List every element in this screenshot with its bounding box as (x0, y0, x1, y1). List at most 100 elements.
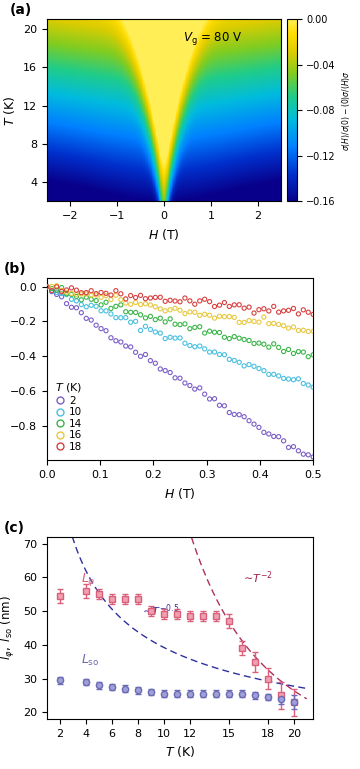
Point (143, 348, 148, 361)
Point (192, 306, 198, 318)
Point (296, 325, 301, 337)
Point (301, 304, 306, 316)
Text: $L_\mathrm{so}$: $L_\mathrm{so}$ (81, 654, 100, 668)
Point (301, 346, 306, 358)
Point (108, 331, 114, 344)
Point (148, 292, 153, 305)
Point (113, 289, 119, 301)
Point (73, 290, 79, 302)
Point (118, 311, 124, 324)
Point (187, 306, 193, 318)
Point (167, 313, 173, 325)
Point (84, 291, 89, 303)
Point (73, 295, 79, 307)
Point (172, 332, 178, 345)
X-axis label: $H$ (T): $H$ (T) (164, 485, 196, 501)
Point (236, 316, 242, 328)
Point (197, 309, 203, 321)
Point (285, 441, 291, 454)
Point (271, 317, 276, 329)
Point (152, 314, 158, 326)
Point (148, 299, 153, 311)
Point (113, 335, 119, 347)
Point (192, 341, 198, 353)
Point (182, 292, 188, 305)
Point (285, 305, 291, 317)
Point (177, 372, 183, 384)
Point (138, 289, 143, 301)
Point (187, 295, 193, 307)
Point (197, 321, 203, 333)
Text: $\sim\!T^{-0.5}$: $\sim\!T^{-0.5}$ (140, 602, 180, 618)
Point (221, 348, 227, 361)
Point (207, 309, 212, 321)
Point (187, 339, 193, 351)
Point (59, 281, 64, 294)
Point (291, 441, 296, 453)
Point (231, 355, 237, 367)
Point (172, 318, 178, 331)
Point (221, 400, 227, 412)
Point (108, 289, 114, 301)
Point (251, 307, 257, 319)
Point (212, 346, 217, 358)
Point (177, 295, 183, 308)
Point (226, 406, 232, 418)
Point (207, 325, 212, 338)
Point (202, 327, 208, 339)
Point (177, 304, 183, 316)
Point (143, 292, 148, 305)
Point (285, 322, 291, 335)
Point (241, 302, 247, 315)
Point (152, 301, 158, 313)
Point (118, 294, 124, 306)
Point (217, 299, 222, 311)
Point (197, 381, 203, 394)
Point (64, 298, 69, 310)
Point (157, 363, 163, 375)
Point (241, 333, 247, 345)
Point (246, 335, 252, 347)
Point (123, 305, 129, 318)
Point (202, 293, 208, 305)
Point (182, 308, 188, 320)
Point (281, 345, 287, 358)
Point (202, 308, 208, 321)
Point (54, 288, 59, 301)
Point (64, 288, 69, 300)
Point (49, 282, 55, 295)
Point (192, 298, 198, 311)
Point (157, 312, 163, 325)
Point (133, 306, 139, 318)
Point (296, 444, 301, 457)
Point (207, 346, 212, 358)
Point (59, 285, 64, 297)
Point (162, 365, 168, 377)
Point (296, 308, 301, 320)
Point (212, 392, 217, 404)
Point (148, 355, 153, 367)
Point (305, 306, 311, 318)
Point (162, 316, 168, 328)
Point (54, 280, 59, 292)
Point (226, 353, 232, 365)
Point (310, 325, 316, 338)
Point (305, 448, 311, 461)
Y-axis label: $\sigma(H)/\sigma(0)-(0)\sigma/(H)\sigma$: $\sigma(H)/\sigma(0)-(0)\sigma/(H)\sigma… (340, 70, 352, 151)
Point (148, 323, 153, 335)
Point (310, 381, 316, 394)
Point (231, 298, 237, 311)
Point (84, 301, 89, 313)
Point (177, 331, 183, 344)
Point (276, 306, 282, 318)
Point (138, 350, 143, 362)
Point (93, 295, 99, 307)
Point (103, 287, 109, 299)
Point (310, 348, 316, 361)
Point (64, 286, 69, 298)
Point (133, 291, 139, 304)
Point (49, 281, 55, 293)
Point (84, 288, 89, 300)
Point (88, 289, 94, 301)
Point (281, 434, 287, 447)
